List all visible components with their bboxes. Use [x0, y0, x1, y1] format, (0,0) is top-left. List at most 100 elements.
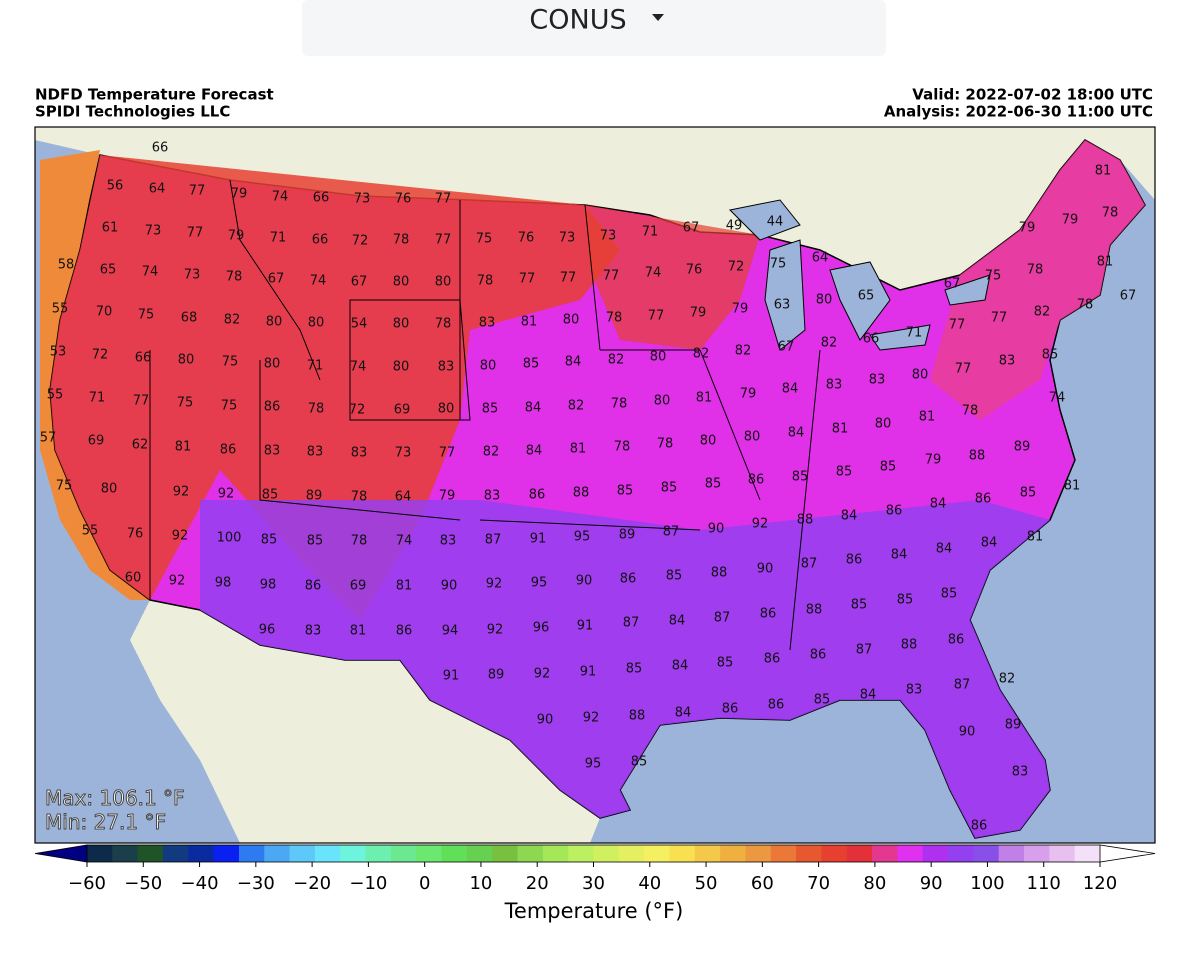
- colorbar-under: [34, 844, 88, 863]
- colorbar-segment: [492, 845, 519, 862]
- temperature-label: 80: [563, 313, 580, 328]
- colorbar-segment: [340, 845, 367, 862]
- temperature-label: 83: [906, 683, 923, 698]
- temperature-label: 86: [846, 553, 863, 568]
- colorbar-tick-label: −20: [293, 873, 331, 894]
- temperature-label: 76: [518, 231, 535, 246]
- colorbar-tick-label: 0: [419, 873, 430, 894]
- temperature-label: 85: [705, 477, 722, 492]
- temperature-label: 82: [821, 336, 838, 351]
- temperature-label: 92: [173, 485, 190, 500]
- temperature-label: 83: [479, 316, 496, 331]
- dropdown-caret[interactable]: [652, 14, 664, 21]
- temperature-label: 88: [573, 486, 590, 501]
- temperature-label: 83: [1012, 765, 1029, 780]
- temperature-label: 79: [231, 187, 248, 202]
- temperature-label: 73: [354, 192, 371, 207]
- temperature-label: 67: [351, 275, 368, 290]
- temperature-label: 80: [744, 430, 761, 445]
- colorbar-segment: [416, 845, 443, 862]
- temperature-label: 80: [393, 317, 410, 332]
- temperature-label: 83: [305, 624, 322, 639]
- colorbar-segment: [998, 845, 1025, 862]
- temperature-label: 92: [487, 623, 504, 638]
- temperature-label: 69: [350, 579, 367, 594]
- temperature-label: 92: [752, 517, 769, 532]
- temperature-label: 67: [944, 277, 961, 292]
- temperature-label: 89: [1014, 440, 1031, 455]
- colorbar-segment: [872, 845, 898, 862]
- temperature-label: 78: [435, 317, 452, 332]
- temperature-label: 86: [220, 443, 237, 458]
- temperature-label: 90: [708, 522, 725, 537]
- temperature-label: 86: [760, 607, 777, 622]
- selector-label[interactable]: CONUS: [529, 5, 626, 36]
- temperature-label: 57: [40, 431, 57, 446]
- temperature-label: 80: [816, 293, 833, 308]
- temperature-label: 74: [396, 534, 413, 549]
- region-selector[interactable]: [302, 0, 886, 56]
- temperature-label: 80: [912, 368, 929, 383]
- temperature-label: 66: [152, 141, 169, 156]
- temperature-label: 78: [962, 404, 979, 419]
- colorbar: −60 −50 −40 −30 −20 −10 0 10 20 30 40 50 60 70 80 90 100…: [34, 844, 1156, 894]
- colorbar-tick-label: 50: [695, 873, 718, 894]
- temperature-label: 86: [396, 624, 413, 639]
- temperature-label: 81: [1095, 164, 1112, 179]
- temperature-label: 56: [107, 179, 124, 194]
- hot-region-south: [200, 500, 1050, 838]
- colorbar-segment: [897, 845, 924, 862]
- colorbar-segment: [441, 845, 468, 862]
- temperature-label: 78: [606, 311, 623, 326]
- temperature-label: 84: [672, 659, 689, 674]
- temperature-label: 71: [307, 359, 324, 374]
- colorbar-segment: [314, 845, 341, 862]
- temperature-label: 86: [886, 504, 903, 519]
- temperature-label: 66: [312, 233, 329, 248]
- temperature-label: 86: [620, 572, 637, 587]
- temperature-label: 92: [486, 577, 503, 592]
- temperature-label: 90: [537, 713, 554, 728]
- colorbar-tick-label: −30: [237, 873, 275, 894]
- temperature-label: 77: [603, 269, 620, 284]
- temperature-label: 78: [1102, 206, 1119, 221]
- temperature-label: 84: [860, 688, 877, 703]
- temperature-label: 77: [648, 309, 665, 324]
- temperature-label: 78: [1027, 263, 1044, 278]
- colorbar-segment: [517, 845, 544, 862]
- coastal-buffer: [40, 150, 150, 600]
- colorbar-segment: [745, 845, 772, 862]
- temperature-label: 72: [92, 348, 109, 363]
- temperature-label: 90: [441, 579, 458, 594]
- temperature-label: 82: [693, 347, 710, 362]
- temperature-label: 90: [959, 725, 976, 740]
- temperature-label: 60: [125, 571, 142, 586]
- colorbar-segment: [948, 845, 974, 862]
- warm-region-northeast: [930, 140, 1145, 420]
- colorbar-segment: [1074, 845, 1101, 862]
- colorbar-segment: [821, 845, 848, 862]
- temperature-label: 86: [305, 579, 322, 594]
- temperature-label: 69: [394, 403, 411, 418]
- temperature-label: 78: [393, 233, 410, 248]
- colorbar-tick-label: −10: [349, 873, 387, 894]
- temperature-label: 95: [574, 530, 591, 545]
- temperature-label: 86: [748, 473, 765, 488]
- temperature-label: 72: [349, 403, 366, 418]
- temperature-label: 82: [1034, 305, 1051, 320]
- temperature-label: 77: [949, 318, 966, 333]
- colorbar-tick-label: −60: [68, 873, 106, 894]
- temperature-label: 87: [801, 557, 818, 572]
- colorbar-segment: [593, 845, 620, 862]
- temperature-label: 88: [711, 566, 728, 581]
- temperature-label: 73: [600, 229, 617, 244]
- temperature-label: 80: [650, 350, 667, 365]
- colorbar-segment: [846, 845, 873, 862]
- temperature-label: 77: [435, 233, 452, 248]
- temperature-label: 83: [826, 378, 843, 393]
- temperature-label: 89: [619, 528, 636, 543]
- temperature-label: 77: [187, 226, 204, 241]
- colorbar-label: Temperature (°F): [504, 899, 684, 923]
- temperature-label: 89: [1005, 718, 1022, 733]
